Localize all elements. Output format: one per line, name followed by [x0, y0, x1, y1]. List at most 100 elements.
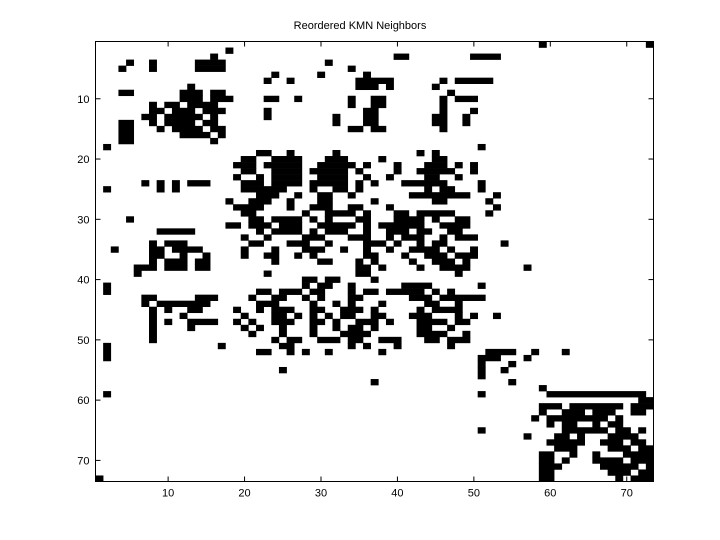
matrix-cell [347, 65, 356, 72]
matrix-cell [615, 475, 624, 482]
matrix-cell [225, 198, 234, 205]
matrix-cell [355, 83, 379, 91]
matrix-cell [477, 186, 486, 193]
matrix-cell [363, 162, 371, 169]
matrix-cell [385, 288, 425, 295]
matrix-cell [309, 324, 318, 332]
matrix-cell [370, 125, 387, 133]
matrix-cell [477, 391, 486, 398]
matrix-cell [271, 180, 303, 187]
matrix-cell [355, 216, 371, 223]
x-tick-label: 10 [162, 488, 174, 500]
matrix-cell [454, 300, 463, 308]
matrix-cell [133, 270, 142, 277]
y-tick-label: 40 [77, 275, 89, 287]
matrix-cell [324, 156, 349, 163]
matrix-cell [355, 264, 371, 271]
matrix-cell [347, 294, 364, 301]
matrix-cell [439, 125, 448, 133]
matrix-cell [401, 234, 425, 241]
matrix-cell [141, 180, 150, 187]
matrix-cell [149, 59, 157, 66]
matrix-cell [470, 168, 478, 175]
matrix-cell [233, 318, 242, 326]
matrix-cell [202, 252, 211, 259]
matrix-cell [347, 204, 364, 211]
matrix-cell [187, 318, 219, 326]
matrix-cell [439, 186, 456, 193]
matrix-cell [546, 415, 608, 422]
matrix-cell [194, 264, 211, 271]
matrix-cell [278, 366, 287, 374]
matrix-cell [332, 324, 341, 332]
matrix-cell [462, 258, 471, 265]
matrix-cell [149, 65, 157, 72]
matrix-cell [630, 439, 647, 446]
matrix-cell [210, 125, 226, 133]
matrix-cell [454, 234, 478, 241]
matrix-cell [355, 180, 364, 187]
matrix-cell [363, 71, 371, 78]
matrix-cell [171, 180, 180, 187]
matrix-cell [370, 258, 379, 265]
matrix-cell [347, 95, 356, 103]
matrix-cell [248, 240, 264, 247]
matrix-cell [309, 204, 333, 211]
matrix-cell [309, 180, 349, 187]
matrix-cell [256, 174, 264, 181]
matrix-cell [408, 192, 471, 199]
matrix-cell [538, 475, 555, 482]
matrix-cell [271, 306, 295, 314]
matrix-cell [607, 433, 639, 440]
matrix-cell [592, 421, 601, 428]
matrix-cell [95, 475, 104, 482]
matrix-cell [424, 336, 440, 344]
matrix-cell [332, 149, 341, 157]
matrix-cell [149, 258, 157, 265]
matrix-cell [332, 318, 341, 326]
matrix-cell [110, 246, 119, 253]
matrix-cell [240, 246, 249, 253]
matrix-cell [385, 246, 394, 253]
matrix-cell [431, 216, 440, 223]
matrix-cell [263, 270, 272, 277]
matrix-cell [171, 107, 196, 115]
matrix-cell [439, 95, 448, 103]
matrix-cell [546, 391, 647, 398]
matrix-cell [103, 143, 112, 151]
matrix-cell [370, 180, 379, 187]
matrix-cell [248, 330, 257, 338]
matrix-cell [385, 228, 410, 235]
matrix-cell [347, 125, 364, 133]
matrix-cell [225, 222, 242, 229]
matrix-cell [271, 71, 280, 78]
matrix-cell [256, 324, 264, 332]
matrix-cell [424, 252, 448, 259]
matrix-cell [385, 83, 394, 91]
matrix-cell [164, 318, 173, 326]
matrix-cell [531, 415, 540, 422]
matrix-cell [347, 324, 364, 332]
matrix-cell [317, 162, 356, 169]
matrix-cell [317, 258, 333, 265]
matrix-cell [424, 186, 433, 193]
matrix-cell [607, 445, 631, 452]
matrix-cell [317, 294, 326, 301]
matrix-cell [179, 312, 188, 320]
matrix-cell [301, 348, 310, 356]
matrix-cell [416, 168, 456, 175]
matrix-cell [286, 204, 295, 211]
matrix-cell [248, 294, 257, 301]
matrix-cell [370, 101, 387, 109]
matrix-cell [225, 47, 234, 54]
matrix-cell [301, 246, 326, 253]
matrix-cell [416, 324, 433, 332]
matrix-cell [447, 336, 471, 344]
matrix-cell [347, 300, 356, 308]
matrix-cell [156, 186, 165, 193]
matrix-cell [638, 397, 654, 404]
matrix-cell [378, 300, 387, 308]
matrix-cell [324, 276, 341, 283]
matrix-cell [363, 174, 371, 181]
y-tick-label: 20 [77, 154, 89, 166]
